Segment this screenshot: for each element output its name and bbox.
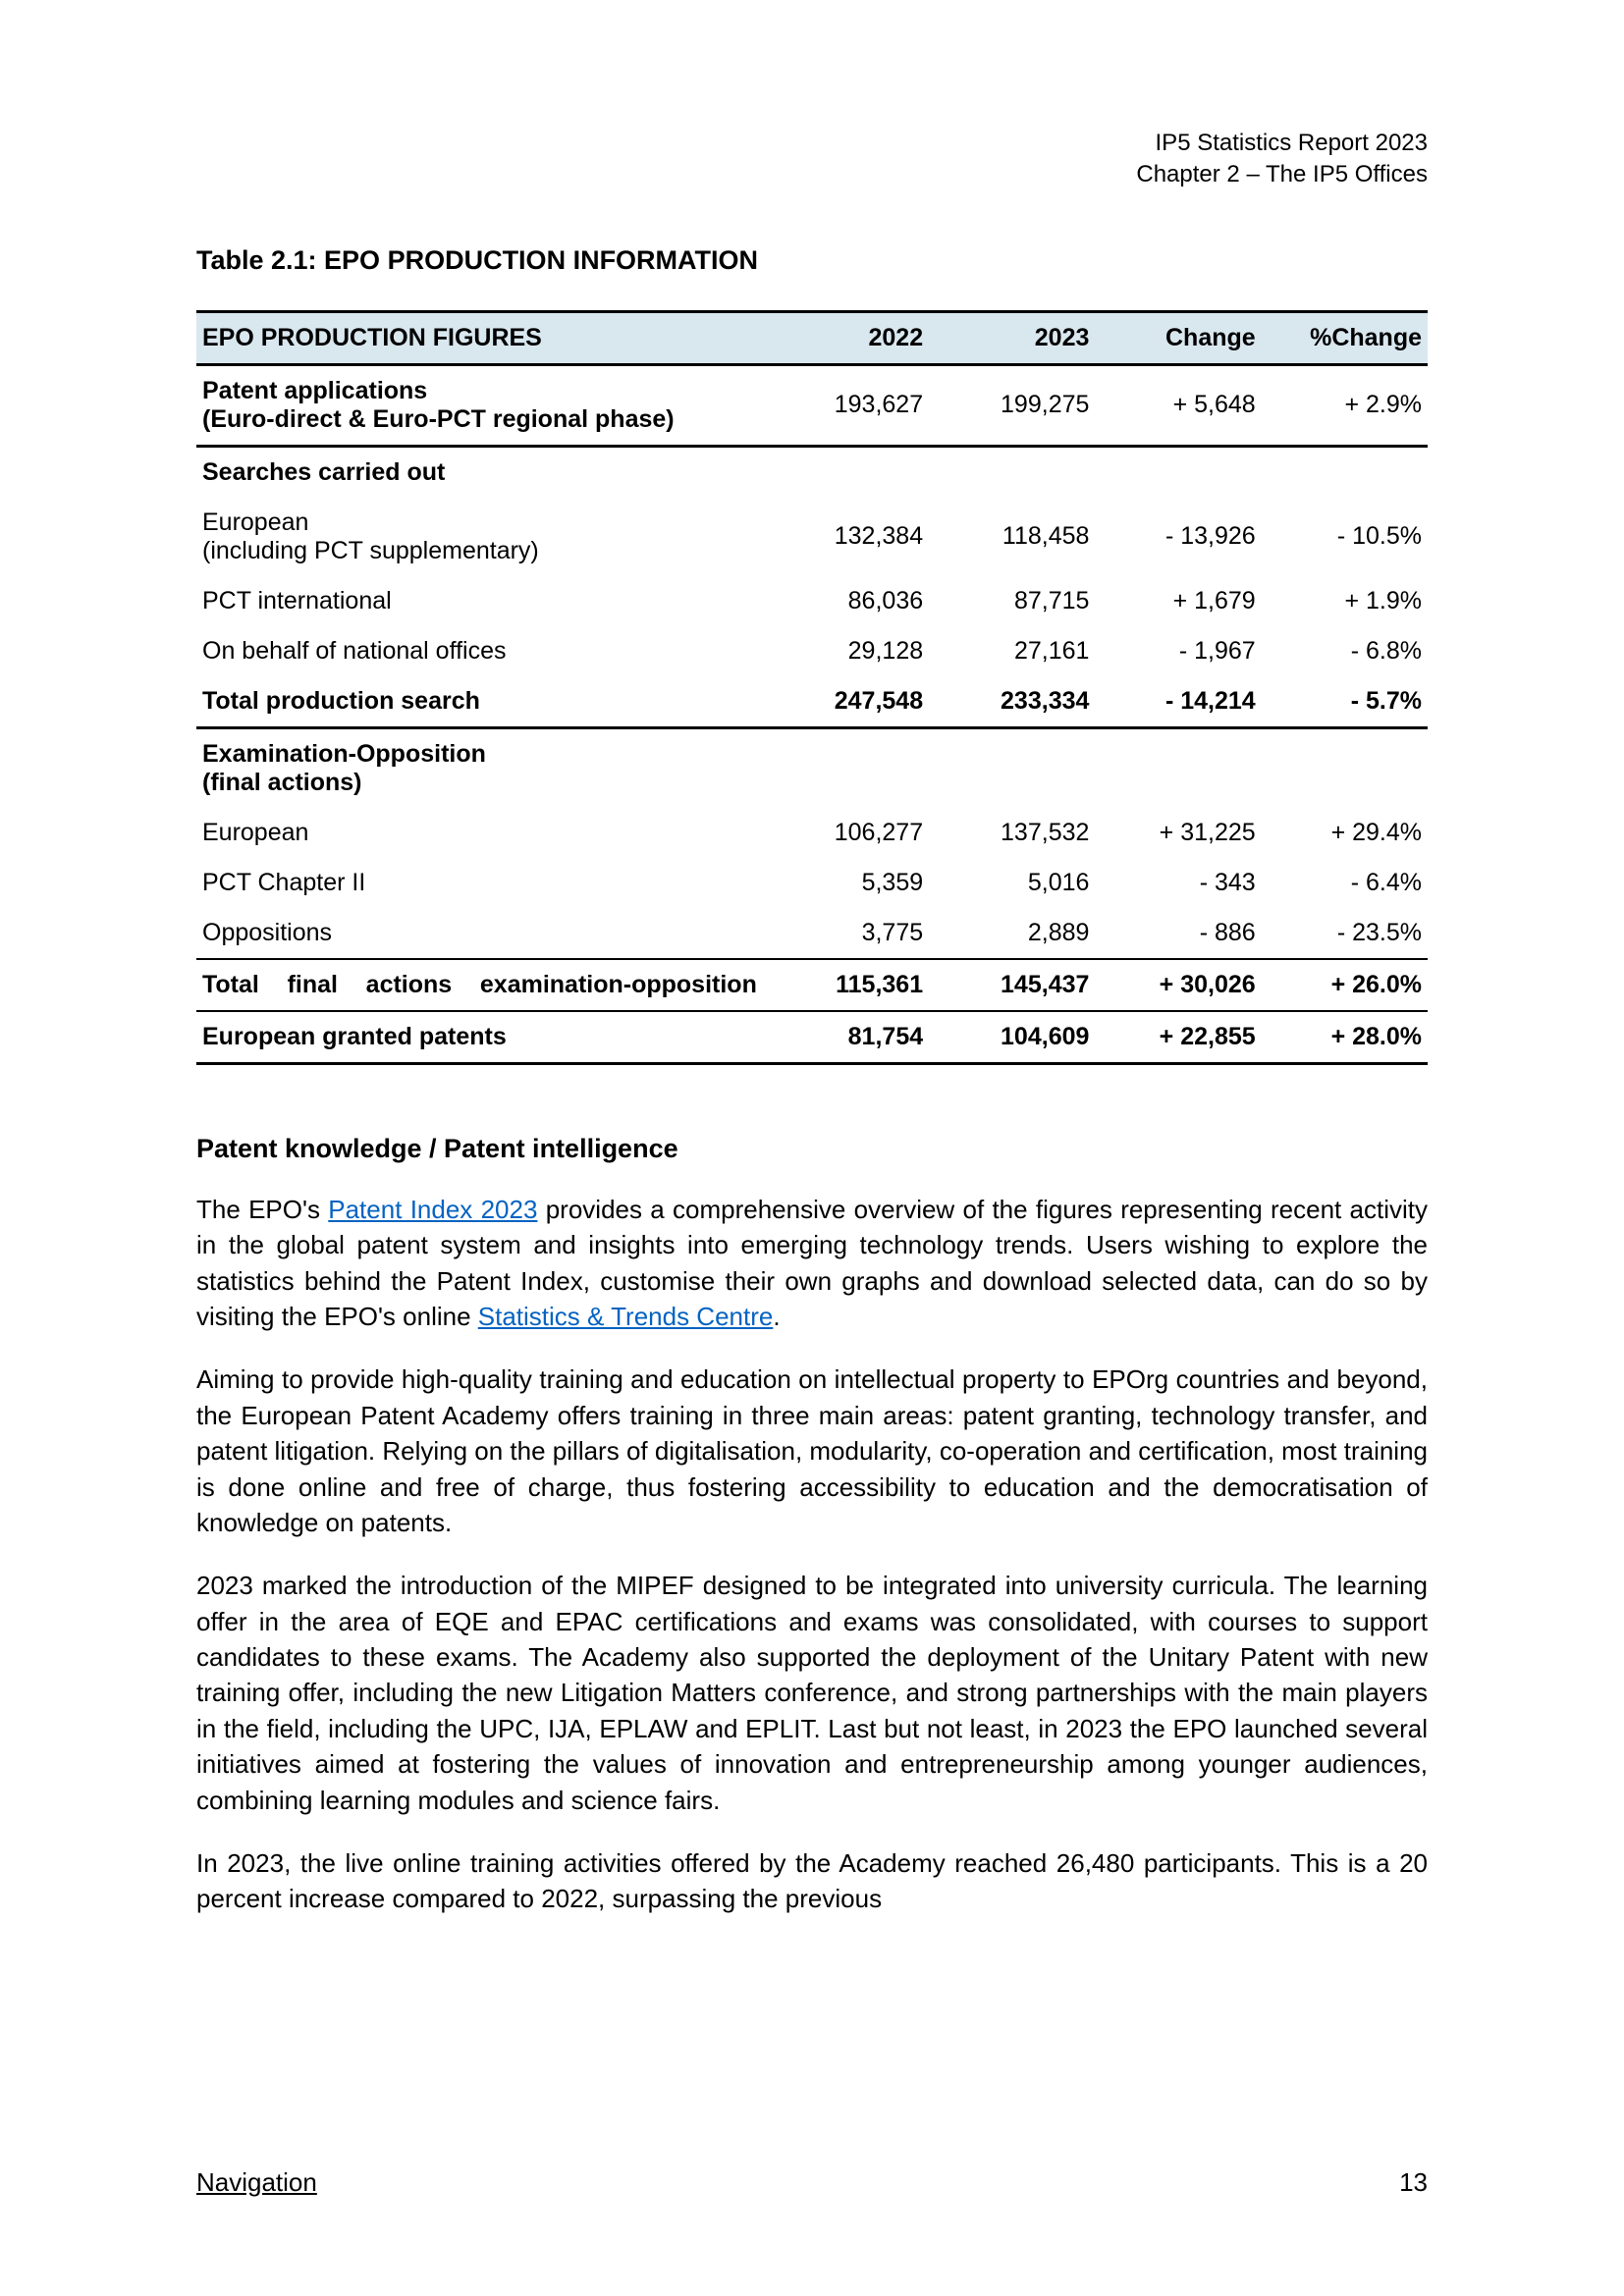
cell — [1095, 446, 1261, 498]
col-header: 2023 — [929, 311, 1095, 364]
table-row: On behalf of national offices29,12827,16… — [196, 626, 1428, 676]
table-row: European granted patents81,754104,609+ 2… — [196, 1011, 1428, 1064]
paragraph-3: 2023 marked the introduction of the MIPE… — [196, 1568, 1428, 1818]
stats-trends-link[interactable]: Statistics & Trends Centre — [478, 1302, 774, 1331]
row-label: Total final actions examination-oppositi… — [196, 959, 763, 1011]
row-label: PCT international — [196, 576, 763, 626]
row-label: Examination-Opposition(final actions) — [196, 727, 763, 808]
page-header: IP5 Statistics Report 2023 Chapter 2 – T… — [196, 128, 1428, 191]
cell: 199,275 — [929, 364, 1095, 446]
table-row: Oppositions3,7752,889- 886- 23.5% — [196, 908, 1428, 959]
cell: 247,548 — [763, 676, 929, 728]
row-label: European — [196, 808, 763, 858]
col-header: EPO PRODUCTION FIGURES — [196, 311, 763, 364]
section-heading: Patent knowledge / Patent intelligence — [196, 1134, 1428, 1164]
row-label: Total production search — [196, 676, 763, 728]
header-line-1: IP5 Statistics Report 2023 — [196, 128, 1428, 159]
table-row: PCT Chapter II5,3595,016- 343- 6.4% — [196, 858, 1428, 908]
cell: - 6.8% — [1262, 626, 1428, 676]
cell: - 343 — [1095, 858, 1261, 908]
paragraph-2: Aiming to provide high-quality training … — [196, 1362, 1428, 1540]
row-label: PCT Chapter II — [196, 858, 763, 908]
cell: + 29.4% — [1262, 808, 1428, 858]
text: . — [773, 1302, 780, 1331]
cell — [1262, 727, 1428, 808]
cell — [929, 727, 1095, 808]
cell: 86,036 — [763, 576, 929, 626]
cell: + 22,855 — [1095, 1011, 1261, 1064]
cell: + 26.0% — [1262, 959, 1428, 1011]
row-label: European(including PCT supplementary) — [196, 498, 763, 576]
production-table: EPO PRODUCTION FIGURES 2022 2023 Change … — [196, 310, 1428, 1065]
cell: 5,359 — [763, 858, 929, 908]
cell: - 6.4% — [1262, 858, 1428, 908]
row-label: Oppositions — [196, 908, 763, 959]
cell: + 1.9% — [1262, 576, 1428, 626]
col-header: 2022 — [763, 311, 929, 364]
table-row: European(including PCT supplementary)132… — [196, 498, 1428, 576]
text: The EPO's — [196, 1195, 328, 1224]
header-line-2: Chapter 2 – The IP5 Offices — [196, 159, 1428, 190]
row-label: Searches carried out — [196, 446, 763, 498]
col-header: %Change — [1262, 311, 1428, 364]
cell — [929, 446, 1095, 498]
cell: 5,016 — [929, 858, 1095, 908]
cell: 233,334 — [929, 676, 1095, 728]
cell: 132,384 — [763, 498, 929, 576]
cell: + 30,026 — [1095, 959, 1261, 1011]
cell: 106,277 — [763, 808, 929, 858]
navigation-link[interactable]: Navigation — [196, 2167, 317, 2198]
cell: 29,128 — [763, 626, 929, 676]
row-label: On behalf of national offices — [196, 626, 763, 676]
cell: 115,361 — [763, 959, 929, 1011]
table-row: Patent applications(Euro-direct & Euro-P… — [196, 364, 1428, 446]
cell: + 1,679 — [1095, 576, 1261, 626]
cell: - 23.5% — [1262, 908, 1428, 959]
table-header-row: EPO PRODUCTION FIGURES 2022 2023 Change … — [196, 311, 1428, 364]
table-row: European106,277137,532+ 31,225+ 29.4% — [196, 808, 1428, 858]
cell: + 5,648 — [1095, 364, 1261, 446]
cell: 145,437 — [929, 959, 1095, 1011]
cell: 87,715 — [929, 576, 1095, 626]
cell — [1262, 446, 1428, 498]
page-number: 13 — [1399, 2167, 1428, 2198]
table-row: Examination-Opposition(final actions) — [196, 727, 1428, 808]
table-row: Total production search247,548233,334- 1… — [196, 676, 1428, 728]
col-header: Change — [1095, 311, 1261, 364]
patent-index-link[interactable]: Patent Index 2023 — [328, 1195, 537, 1224]
row-label: Patent applications(Euro-direct & Euro-P… — [196, 364, 763, 446]
table-row: PCT international86,03687,715+ 1,679+ 1.… — [196, 576, 1428, 626]
cell: - 14,214 — [1095, 676, 1261, 728]
cell — [763, 727, 929, 808]
cell: 81,754 — [763, 1011, 929, 1064]
cell: 2,889 — [929, 908, 1095, 959]
paragraph-4: In 2023, the live online training activi… — [196, 1845, 1428, 1917]
paragraph-1: The EPO's Patent Index 2023 provides a c… — [196, 1192, 1428, 1335]
cell — [763, 446, 929, 498]
cell: - 13,926 — [1095, 498, 1261, 576]
page-footer: Navigation 13 — [196, 2167, 1428, 2198]
table-row: Total final actions examination-oppositi… — [196, 959, 1428, 1011]
row-label: European granted patents — [196, 1011, 763, 1064]
cell — [1095, 727, 1261, 808]
cell: - 886 — [1095, 908, 1261, 959]
table-title: Table 2.1: EPO PRODUCTION INFORMATION — [196, 245, 1428, 276]
cell: - 5.7% — [1262, 676, 1428, 728]
cell: - 10.5% — [1262, 498, 1428, 576]
cell: 118,458 — [929, 498, 1095, 576]
cell: + 2.9% — [1262, 364, 1428, 446]
cell: 193,627 — [763, 364, 929, 446]
cell: 137,532 — [929, 808, 1095, 858]
cell: + 28.0% — [1262, 1011, 1428, 1064]
cell: 27,161 — [929, 626, 1095, 676]
cell: + 31,225 — [1095, 808, 1261, 858]
cell: 104,609 — [929, 1011, 1095, 1064]
cell: - 1,967 — [1095, 626, 1261, 676]
table-row: Searches carried out — [196, 446, 1428, 498]
cell: 3,775 — [763, 908, 929, 959]
